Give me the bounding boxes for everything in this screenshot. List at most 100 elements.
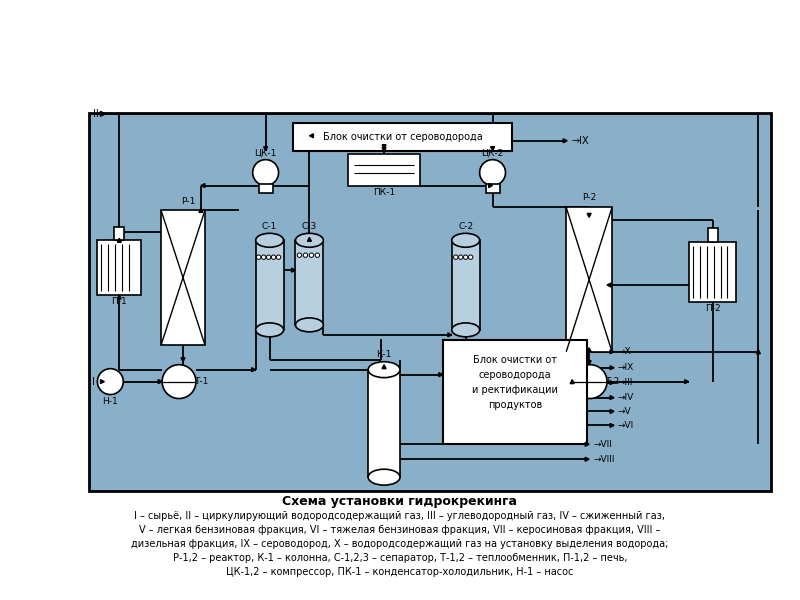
Text: Р-1: Р-1 bbox=[181, 197, 195, 206]
Text: →X: →X bbox=[618, 347, 632, 356]
Text: С-3: С-3 bbox=[302, 222, 317, 231]
Text: I: I bbox=[93, 377, 95, 386]
Polygon shape bbox=[382, 365, 386, 368]
Text: ЦК-1: ЦК-1 bbox=[254, 148, 277, 157]
Text: С-1: С-1 bbox=[262, 222, 278, 231]
Bar bbox=[452, 240, 480, 330]
Text: Р-1,2 – реактор, К-1 – колонна, С-1,2,3 – сепаратор, Т-1,2 – теплообменник, П-1,: Р-1,2 – реактор, К-1 – колонна, С-1,2,3 … bbox=[173, 553, 627, 563]
Polygon shape bbox=[610, 409, 614, 413]
Polygon shape bbox=[587, 361, 591, 365]
Polygon shape bbox=[199, 208, 203, 212]
Polygon shape bbox=[585, 442, 589, 446]
Circle shape bbox=[458, 255, 463, 259]
Polygon shape bbox=[610, 380, 614, 385]
Circle shape bbox=[463, 255, 468, 259]
Ellipse shape bbox=[452, 323, 480, 337]
Polygon shape bbox=[607, 283, 611, 287]
Ellipse shape bbox=[295, 233, 323, 247]
Ellipse shape bbox=[368, 469, 400, 485]
Bar bbox=[707, 229, 718, 242]
Circle shape bbox=[257, 255, 261, 259]
Text: С-2: С-2 bbox=[458, 222, 474, 231]
Bar bbox=[98, 240, 142, 295]
Text: →V: →V bbox=[618, 407, 632, 416]
Polygon shape bbox=[489, 184, 493, 188]
Text: ЦК-2: ЦК-2 bbox=[482, 148, 504, 157]
Text: сероводорода: сероводорода bbox=[478, 370, 551, 380]
Text: Т-2: Т-2 bbox=[605, 377, 619, 386]
Polygon shape bbox=[100, 380, 104, 383]
Polygon shape bbox=[310, 134, 314, 138]
Text: дизельная фракция, IX – сероводород, X – водородсодержащий газ на установку выде: дизельная фракция, IX – сероводород, X –… bbox=[131, 539, 669, 549]
Text: Р-2: Р-2 bbox=[582, 193, 596, 202]
Circle shape bbox=[162, 365, 196, 398]
Ellipse shape bbox=[368, 362, 400, 377]
Circle shape bbox=[266, 255, 271, 259]
Circle shape bbox=[454, 255, 458, 259]
Polygon shape bbox=[158, 380, 162, 383]
Polygon shape bbox=[439, 373, 443, 377]
Text: →VII: →VII bbox=[593, 440, 612, 449]
Bar bbox=[294, 123, 513, 151]
Bar bbox=[443, 340, 587, 445]
Bar bbox=[256, 240, 283, 330]
Polygon shape bbox=[585, 457, 589, 461]
Polygon shape bbox=[448, 333, 452, 337]
Polygon shape bbox=[100, 112, 106, 116]
Text: →IV: →IV bbox=[618, 393, 634, 402]
Polygon shape bbox=[118, 238, 122, 242]
Polygon shape bbox=[610, 365, 614, 370]
Ellipse shape bbox=[256, 233, 283, 247]
Circle shape bbox=[98, 368, 123, 395]
Text: К-1: К-1 bbox=[376, 350, 392, 359]
Text: I – сырьё, II – циркулирующий водородсодержащий газ, III – углеводородный газ, I: I – сырьё, II – циркулирующий водородсод… bbox=[134, 511, 666, 521]
Circle shape bbox=[469, 255, 473, 259]
Circle shape bbox=[303, 253, 308, 257]
Text: II: II bbox=[94, 109, 99, 119]
Text: →VI: →VI bbox=[618, 421, 634, 430]
Circle shape bbox=[480, 160, 506, 185]
Text: Блок очистки от: Блок очистки от bbox=[473, 355, 557, 365]
Text: П-1: П-1 bbox=[111, 298, 127, 307]
Bar bbox=[368, 370, 400, 477]
Polygon shape bbox=[610, 424, 614, 427]
Text: продуктов: продуктов bbox=[488, 400, 542, 410]
Text: Т-1: Т-1 bbox=[194, 377, 208, 386]
Polygon shape bbox=[587, 214, 591, 217]
Bar bbox=[689, 242, 737, 302]
Circle shape bbox=[298, 253, 302, 257]
Circle shape bbox=[253, 160, 278, 185]
Bar bbox=[90, 113, 771, 491]
Polygon shape bbox=[181, 358, 185, 362]
Ellipse shape bbox=[256, 323, 283, 337]
Text: →IX: →IX bbox=[618, 363, 634, 372]
Polygon shape bbox=[563, 139, 567, 143]
Text: V – легкая бензиновая фракция, VI – тяжелая бензиновая фракция, VII – керосинова: V – легкая бензиновая фракция, VI – тяже… bbox=[139, 525, 661, 535]
Text: →IX: →IX bbox=[571, 136, 589, 146]
Polygon shape bbox=[382, 145, 386, 149]
Circle shape bbox=[262, 255, 266, 259]
Polygon shape bbox=[610, 395, 614, 400]
Polygon shape bbox=[570, 380, 574, 383]
Polygon shape bbox=[490, 147, 494, 151]
Polygon shape bbox=[201, 184, 205, 188]
Text: ЦК-1,2 – компрессор, ПК-1 – конденсатор-холодильник, Н-1 – насос: ЦК-1,2 – компрессор, ПК-1 – конденсатор-… bbox=[226, 567, 574, 577]
Circle shape bbox=[271, 255, 276, 259]
Text: Н-1: Н-1 bbox=[102, 397, 118, 406]
Text: →VIII: →VIII bbox=[593, 455, 614, 464]
Text: ПК-1: ПК-1 bbox=[373, 188, 395, 197]
Bar bbox=[161, 211, 205, 345]
Bar bbox=[295, 240, 323, 325]
Text: Блок очистки от сероводорода: Блок очистки от сероводорода bbox=[323, 132, 483, 142]
Polygon shape bbox=[264, 147, 268, 151]
Polygon shape bbox=[685, 380, 689, 383]
Ellipse shape bbox=[452, 233, 480, 247]
Polygon shape bbox=[756, 350, 760, 354]
Bar bbox=[486, 184, 499, 193]
Circle shape bbox=[315, 253, 319, 257]
Text: и ректификации: и ректификации bbox=[472, 385, 558, 395]
Polygon shape bbox=[252, 368, 256, 371]
Polygon shape bbox=[382, 148, 386, 152]
Circle shape bbox=[573, 365, 607, 398]
Circle shape bbox=[310, 253, 314, 257]
